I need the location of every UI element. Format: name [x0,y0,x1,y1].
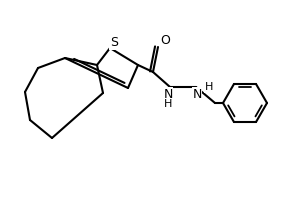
Text: N: N [192,88,202,100]
Text: H: H [164,99,172,109]
Text: O: O [160,33,170,46]
Text: H: H [205,82,213,92]
Text: N: N [163,88,173,100]
Text: S: S [110,36,118,49]
